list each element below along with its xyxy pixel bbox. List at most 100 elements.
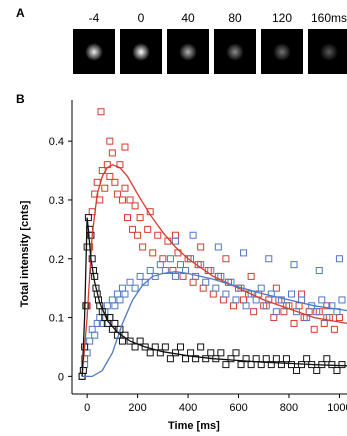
x-tick-label: 1000 <box>327 402 347 414</box>
data-point <box>189 278 197 286</box>
data-point <box>111 302 119 310</box>
data-point <box>134 231 142 239</box>
data-point <box>126 278 134 286</box>
microscopy-frame <box>120 29 162 74</box>
data-point <box>108 149 116 157</box>
data-point <box>139 243 147 251</box>
data-point <box>229 302 237 310</box>
data-point <box>88 255 96 263</box>
data-point <box>303 355 311 363</box>
data-point <box>262 302 270 310</box>
data-point <box>280 308 288 316</box>
data-point <box>106 314 114 322</box>
data-point <box>287 290 295 298</box>
data-point <box>323 314 331 322</box>
data-point <box>214 243 222 251</box>
fluorescent-spot <box>179 42 197 61</box>
data-point <box>101 184 109 192</box>
data-point <box>262 355 270 363</box>
data-point <box>270 314 278 322</box>
data-point <box>146 267 154 275</box>
data-point <box>136 337 144 345</box>
data-point <box>84 214 92 222</box>
data-point <box>320 319 328 327</box>
data-point <box>222 361 230 369</box>
data-point <box>257 284 265 292</box>
data-point <box>313 366 321 374</box>
data-point <box>282 355 290 363</box>
data-point <box>106 137 114 145</box>
data-point <box>88 325 96 333</box>
data-point <box>217 349 225 357</box>
data-point <box>121 184 129 192</box>
fluorescent-spot <box>226 42 244 61</box>
data-point <box>136 272 144 280</box>
data-point <box>222 255 230 263</box>
data-point <box>293 366 301 374</box>
data-point <box>222 290 230 298</box>
data-point <box>232 296 240 304</box>
data-point <box>272 284 280 292</box>
data-point <box>323 355 331 363</box>
data-point <box>272 308 280 316</box>
data-point <box>86 337 94 345</box>
fit-curve <box>81 217 347 377</box>
data-point <box>121 143 129 151</box>
data-point <box>171 272 179 280</box>
data-point <box>310 325 318 333</box>
frame-label: 40 <box>181 11 195 25</box>
data-point <box>207 267 215 275</box>
data-point <box>187 349 195 357</box>
data-point <box>272 355 280 363</box>
data-point <box>146 349 154 357</box>
data-point <box>290 261 298 269</box>
data-point <box>338 296 346 304</box>
x-tick-label: 800 <box>280 402 298 414</box>
data-point <box>333 366 341 374</box>
data-point <box>290 319 298 327</box>
data-point <box>219 296 227 304</box>
data-point <box>131 343 139 351</box>
microscopy-frame <box>73 29 115 74</box>
data-point <box>106 172 114 180</box>
data-point <box>313 308 321 316</box>
data-point <box>156 261 164 269</box>
data-point <box>202 278 210 286</box>
data-point <box>240 249 248 257</box>
data-point <box>126 337 134 345</box>
data-point <box>141 278 149 286</box>
data-point <box>129 225 137 233</box>
data-point <box>242 302 250 310</box>
data-point <box>144 225 152 233</box>
x-axis-label: Time [ms] <box>168 420 220 432</box>
data-point <box>267 361 275 369</box>
data-point <box>118 196 126 204</box>
data-point <box>126 196 134 204</box>
data-point <box>207 349 215 357</box>
data-point <box>227 355 235 363</box>
data-point <box>252 355 260 363</box>
data-point <box>171 231 179 239</box>
x-tick-label: 200 <box>128 402 146 414</box>
data-point <box>108 296 116 304</box>
data-point <box>293 308 301 316</box>
y-axis-label: Total intensity [cnts] <box>19 200 31 308</box>
data-point <box>131 284 139 292</box>
data-point <box>113 190 121 198</box>
data-point <box>156 349 164 357</box>
data-point <box>111 319 119 327</box>
data-point <box>113 290 121 298</box>
data-point <box>335 314 343 322</box>
data-point <box>83 349 91 357</box>
data-point <box>323 302 331 310</box>
data-point <box>305 308 313 316</box>
data-point <box>237 361 245 369</box>
data-point <box>111 178 119 186</box>
data-point <box>212 284 220 292</box>
frame-label: 80 <box>228 11 242 25</box>
fluorescent-spot <box>85 42 103 61</box>
y-tick-label: 0.4 <box>49 136 64 148</box>
data-point <box>161 343 169 351</box>
data-point <box>118 284 126 292</box>
